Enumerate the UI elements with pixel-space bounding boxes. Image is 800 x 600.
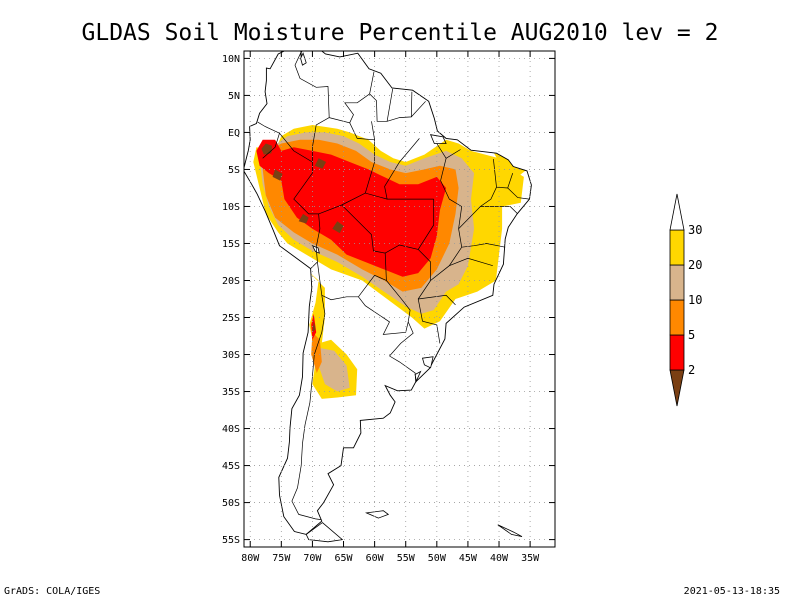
lat-tick-label: 25S [222, 313, 240, 324]
political-border [386, 91, 413, 122]
political-border [458, 159, 497, 229]
political-border [417, 199, 435, 250]
map-plot-area [244, 51, 532, 543]
lon-tick-label: 65W [334, 553, 353, 564]
political-border [341, 192, 434, 206]
footer-timestamp: 2021-05-13-18:35 [683, 586, 780, 597]
lon-tick-label: 80W [241, 553, 260, 564]
political-border [449, 257, 493, 267]
lon-tick-label: 45W [459, 553, 478, 564]
anomaly-region-lt2 [332, 221, 344, 234]
colorbar-label: 5 [688, 328, 695, 342]
lon-tick-label: 55W [397, 553, 416, 564]
political-border [418, 294, 456, 306]
anomaly-region-lt2 [298, 213, 309, 224]
anomaly-region-lt2 [312, 321, 316, 333]
map-gridlines [244, 51, 555, 547]
lat-tick-label: EQ [228, 128, 240, 139]
footer-credit: GrADS: COLA/IGES [4, 586, 101, 597]
political-border [389, 321, 414, 357]
colorbar-bin [669, 193, 685, 231]
lat-tick-label: 5S [228, 165, 240, 176]
lat-tick-label: 50S [222, 498, 240, 509]
island-outline [305, 522, 344, 543]
lat-tick-label: 5N [228, 91, 240, 102]
colorbar-label: 2 [688, 363, 695, 377]
anomaly-region-10-20 [315, 347, 350, 392]
anomaly-region-lt2 [272, 169, 283, 181]
colorbar-label: 10 [688, 293, 702, 307]
anomaly-shading [253, 125, 527, 399]
political-border [358, 280, 411, 335]
map-title: GLDAS Soil Moisture Percentile AUG2010 l… [82, 20, 719, 46]
lat-tick-label: 20S [222, 276, 240, 287]
island-outline [429, 134, 447, 144]
island-outline [497, 524, 523, 537]
lat-tick-label: 10S [222, 202, 240, 213]
lat-tick-label: 40S [222, 424, 240, 435]
colorbar: 2 5 10 20 30 [669, 193, 702, 407]
lon-tick-label: 35W [521, 553, 540, 564]
political-border [507, 172, 514, 189]
lat-tick-label: 30S [222, 350, 240, 361]
lat-tick-label: 45S [222, 461, 240, 472]
lon-tick-label: 40W [490, 553, 509, 564]
lake-outline [300, 52, 307, 66]
lon-tick-label: 50W [428, 553, 447, 564]
political-border [293, 172, 321, 269]
map-frame [243, 50, 556, 548]
anomaly-region-20-30 [494, 153, 527, 177]
colorbar-bin [669, 369, 685, 407]
colorbar-label: 30 [688, 223, 702, 237]
political-border [349, 122, 375, 141]
colorbar-label: 20 [688, 258, 702, 272]
lon-tick-label: 70W [303, 553, 322, 564]
political-border [369, 88, 394, 122]
lon-tick-label: 75W [272, 553, 291, 564]
anomaly-region-20-30 [306, 269, 325, 344]
political-border [384, 138, 420, 200]
political-border [364, 121, 375, 194]
political-border [411, 101, 426, 118]
political-border [480, 206, 518, 215]
anomaly-region-lt2 [261, 143, 272, 155]
colorbar-bin [669, 264, 685, 301]
colorbar-bin [669, 299, 685, 336]
lon-tick-label: 60W [366, 553, 385, 564]
political-border [291, 295, 326, 520]
political-border [496, 186, 530, 200]
lat-tick-label: 10N [222, 54, 240, 65]
political-border [389, 355, 417, 382]
anomaly-region-2-5 [256, 139, 447, 277]
political-border [317, 204, 387, 301]
lat-tick-label: 35S [222, 387, 240, 398]
lat-tick-label: 55S [222, 535, 240, 546]
colorbar-bin [669, 334, 685, 371]
colorbar-bin [669, 229, 685, 266]
political-border [329, 71, 375, 124]
lake-outline [421, 356, 434, 369]
map-axes: 10N 5N EQ 5S 10S 15S 20S 25S 30S 35S 40S 45S 50S 55S8… [222, 51, 555, 564]
island-outline [365, 510, 390, 519]
political-border [445, 149, 461, 159]
lat-tick-label: 15S [222, 239, 240, 250]
anomaly-region-lt2 [314, 158, 327, 169]
